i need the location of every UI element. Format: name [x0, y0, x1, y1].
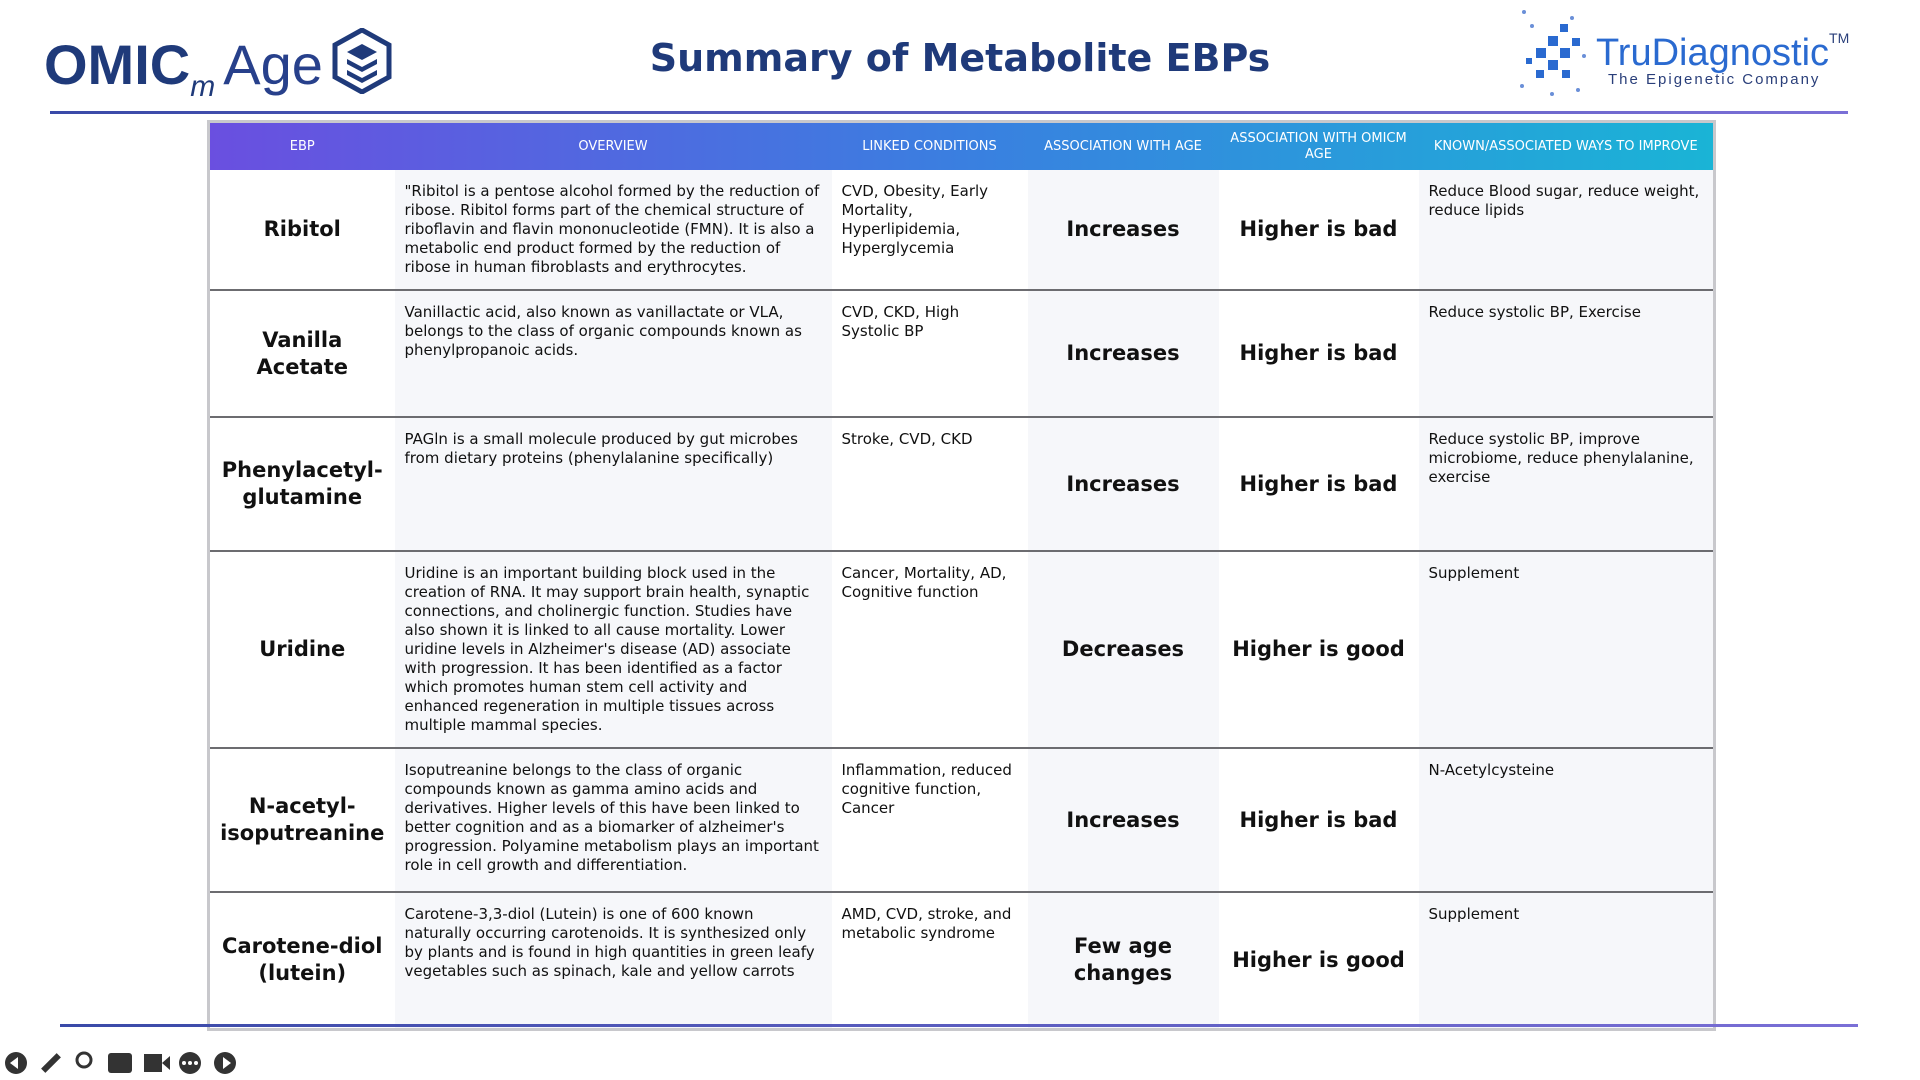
table-cell: Phenylacetyl-glutamine	[208, 417, 395, 552]
table-cell: "Ribitol is a pentose alcohol formed by …	[394, 170, 832, 291]
table-cell: Vanilla Acetate	[208, 290, 395, 418]
table-cell: Uridine is an important building block u…	[394, 551, 832, 749]
table-cell: Reduce systolic BP, Exercise	[1418, 290, 1715, 418]
table-row: N-acetyl-isoputreanine Isoputreanine belo…	[208, 748, 1715, 893]
table-cell: Higher is good	[1218, 551, 1419, 749]
header-rule	[50, 111, 1848, 114]
header-cell: LINKED CONDITIONS	[862, 138, 997, 154]
omicm-age-logo: OMICm Age	[44, 27, 393, 104]
table-cell: Higher is bad	[1218, 290, 1419, 418]
pen-button[interactable]	[41, 1053, 61, 1073]
table-row: Carotene-diol (lutein) Carotene-3,3-diol …	[208, 892, 1715, 1030]
slide-title: Summary of Metabolite EBPs	[649, 36, 1271, 80]
ebp-table: EBP OVERVIEW LINKED CONDITIONS ASSOCIATION …	[207, 120, 1716, 1031]
logo-brand: OMIC	[44, 33, 191, 96]
table-cell: Few age changes	[1027, 892, 1219, 1030]
zoom-button[interactable]	[75, 1051, 93, 1069]
table-cell: Increases	[1027, 417, 1219, 552]
header-row: EBP OVERVIEW LINKED CONDITIONS ASSOCIATION …	[208, 121, 1715, 170]
table-cell: Supplement	[1418, 892, 1715, 1030]
logo-suffix: Age	[223, 33, 323, 96]
table-cell: Reduce systolic BP, improve microbiome, …	[1418, 417, 1715, 552]
logo-subscript: m	[190, 70, 216, 103]
table-cell: Supplement	[1418, 551, 1715, 749]
table-cell: N-Acetylcysteine	[1418, 748, 1715, 893]
company-name: TruDiagnostic	[1596, 32, 1830, 74]
table-cell: CVD, CKD, High Systolic BP	[831, 290, 1028, 418]
table-cell: Higher is bad	[1218, 417, 1419, 552]
table-cell: AMD, CVD, stroke, and metabolic syndrome	[831, 892, 1028, 1030]
company-tagline: The Epigenetic Company	[1608, 71, 1821, 88]
table-cell: Carotene-diol (lutein)	[208, 892, 395, 1030]
table-cell: Inflammation, reduced cognitive function…	[831, 748, 1028, 893]
table-cell: Stroke, CVD, CKD	[831, 417, 1028, 552]
table-cell: Decreases	[1027, 551, 1219, 749]
table-cell: Higher is bad	[1218, 748, 1419, 893]
camera-button[interactable]	[144, 1054, 162, 1072]
logo-icon	[332, 27, 392, 95]
table-cell: Ribitol	[208, 170, 395, 291]
table-cell: N-acetyl-isoputreanine	[208, 748, 395, 893]
table-cell: Isoputreanine belongs to the class of or…	[394, 748, 832, 893]
captions-button[interactable]	[108, 1053, 132, 1073]
header-cell: ASSOCIATION WITH OMICM AGE	[1230, 130, 1407, 162]
table-row: Ribitol "Ribitol is a pentose alcohol for…	[208, 170, 1715, 291]
header-cell: KNOWN/ASSOCIATED WAYS TO IMPROVE	[1433, 138, 1698, 154]
company-logo: TruDiagnosticTM The Epigenetic Company	[1596, 30, 1849, 88]
company-tm: TM	[1829, 30, 1850, 46]
table-row: Phenylacetyl-glutamine PAGln is a small m…	[208, 417, 1715, 552]
table-row: Vanilla Acetate Vanillactic acid, also kn…	[208, 290, 1715, 418]
header-cell: EBP	[289, 138, 315, 154]
table-cell: Vanillactic acid, also known as vanillac…	[394, 290, 832, 418]
table-cell: PAGln is a small molecule produced by gu…	[394, 417, 832, 552]
table-row: Uridine Uridine is an important building …	[208, 551, 1715, 749]
footer-rule	[60, 1024, 1858, 1027]
table-cell: Uridine	[208, 551, 395, 749]
table-cell: Cancer, Mortality, AD, Cognitive functio…	[831, 551, 1028, 749]
presentation-toolbar	[5, 1051, 236, 1074]
table-cell: CVD, Obesity, Early Mortality, Hyperlipi…	[831, 170, 1028, 291]
header-cell: ASSOCIATION WITH AGE	[1044, 138, 1202, 154]
table-cell: Higher is bad	[1218, 170, 1419, 291]
table-cell: Increases	[1027, 748, 1219, 893]
table-cell: Carotene-3,3-diol (Lutein) is one of 600…	[394, 892, 832, 1030]
table-cell: Higher is good	[1218, 892, 1419, 1030]
table-cell: Reduce Blood sugar, reduce weight, reduc…	[1418, 170, 1715, 291]
table-cell: Increases	[1027, 290, 1219, 418]
table-cell: Increases	[1027, 170, 1219, 291]
header-cell: OVERVIEW	[578, 138, 648, 154]
company-icon	[1520, 10, 1586, 96]
